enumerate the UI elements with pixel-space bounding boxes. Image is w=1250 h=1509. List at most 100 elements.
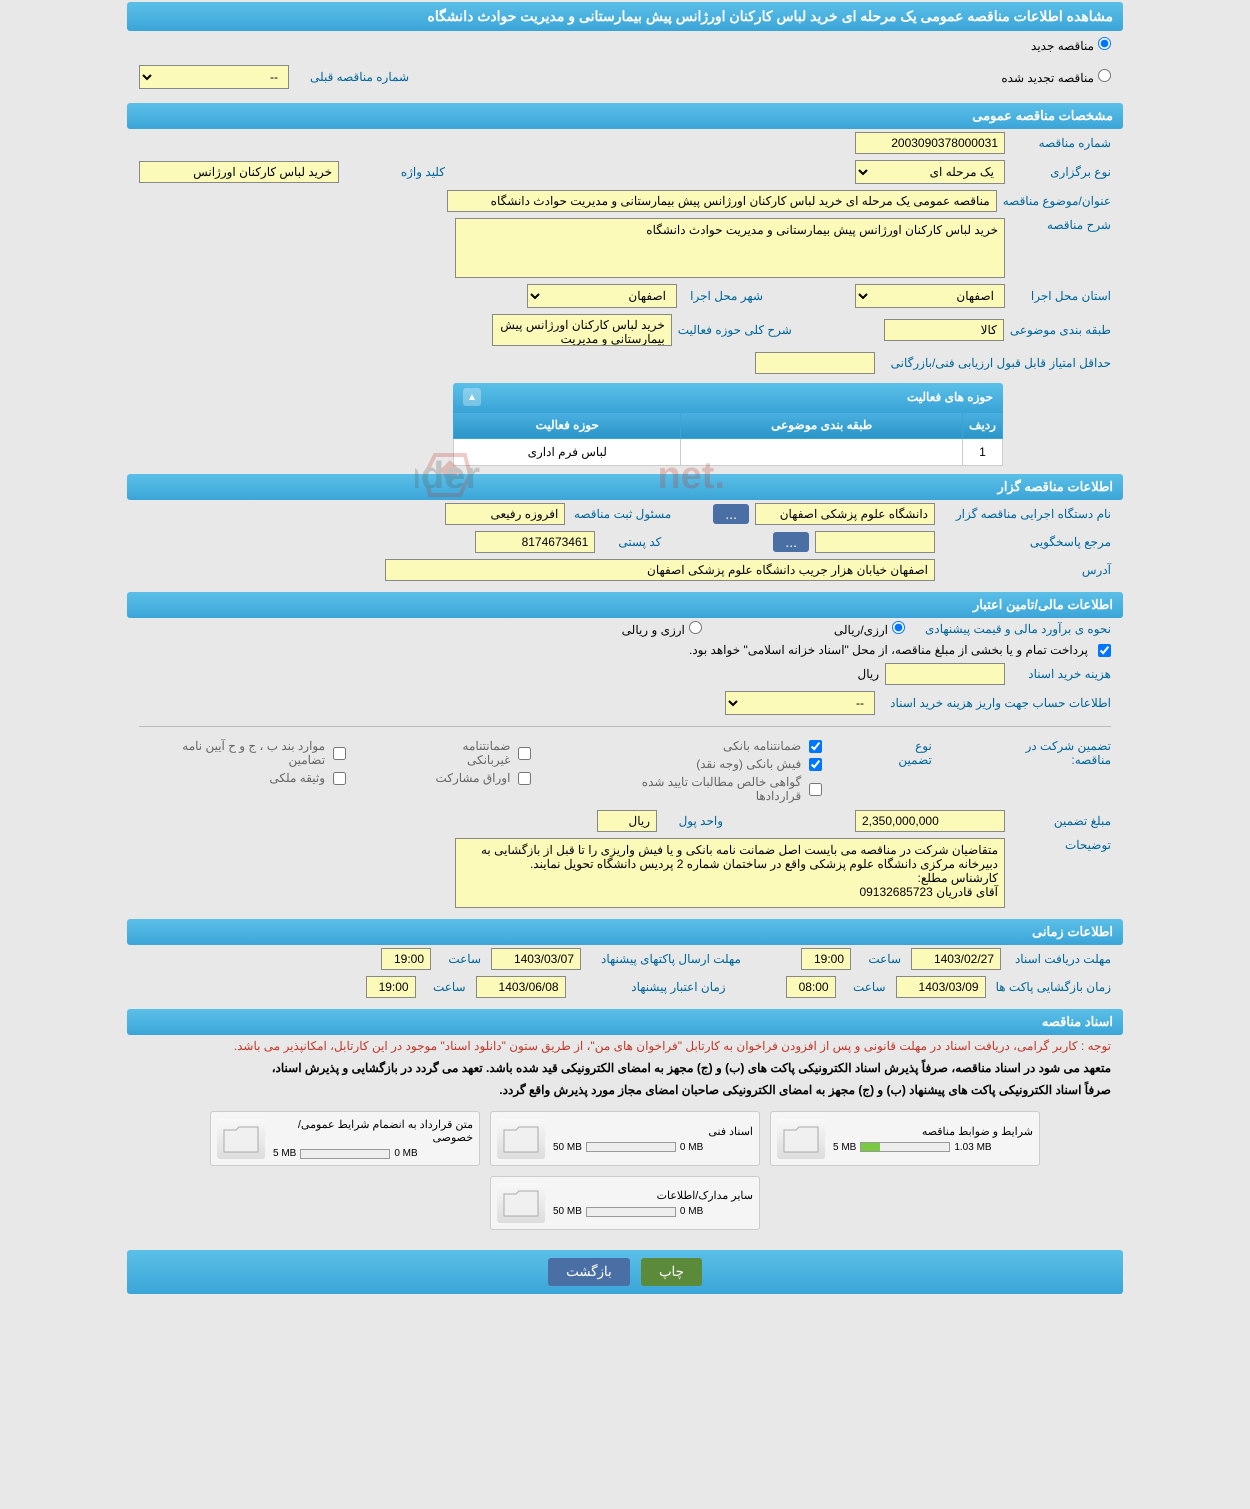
address-label: آدرس — [941, 563, 1111, 577]
guarantee-section: تضمین شرکت در مناقصه: نوع تضمین ضمانتنام… — [127, 735, 1123, 807]
currency-unit-input[interactable] — [597, 810, 657, 832]
doc-card-1[interactable]: شرایط و ضوابط مناقصه 5 MB 1.03 MB — [770, 1111, 1040, 1166]
guarantee-amount-input[interactable] — [855, 810, 1005, 832]
row-notes: توضیحات — [127, 835, 1123, 911]
opening-time[interactable] — [786, 976, 836, 998]
lookup-button-2[interactable]: ... — [773, 532, 809, 552]
account-select[interactable]: -- — [725, 691, 875, 715]
address-input[interactable] — [385, 559, 935, 581]
col-category: طبقه بندی موضوعی — [681, 412, 963, 439]
validity-label: زمان اعتبار پیشنهاد — [576, 980, 726, 994]
chk-bonds[interactable] — [518, 772, 531, 785]
type-select[interactable]: یک مرحله ای — [855, 160, 1005, 184]
category-input[interactable] — [884, 319, 1004, 341]
chk-property[interactable] — [333, 772, 346, 785]
province-select[interactable]: اصفهان — [855, 284, 1005, 308]
opt-currency-label[interactable]: ارزی و ریالی — [622, 621, 702, 637]
row-treasury-note: پرداخت تمام و یا بخشی از مبلغ مناقصه، از… — [127, 640, 1123, 660]
guarantee-col2: ضمانتنامه غیربانکی اوراق مشارکت — [424, 739, 531, 803]
activity-desc-input[interactable] — [492, 314, 672, 346]
row-opening: زمان بازگشایی پاکت ها ساعت زمان اعتبار پ… — [127, 973, 1123, 1001]
chk-nonbank[interactable] — [518, 747, 531, 760]
validity-time[interactable] — [366, 976, 416, 998]
keyword-input[interactable] — [139, 161, 339, 183]
row-account: اطلاعات حساب جهت واریز هزینه خرید اسناد … — [127, 688, 1123, 718]
purchase-cost-input[interactable] — [885, 663, 1005, 685]
row-response-ref: مرجع پاسخگویی ... کد پستی — [127, 528, 1123, 556]
folder-icon — [497, 1119, 545, 1159]
opt-rial-text: ارزی/ریالی — [834, 623, 888, 637]
deadline-label: مهلت دریافت اسناد — [1011, 952, 1111, 966]
postal-label: کد پستی — [601, 535, 661, 549]
back-button[interactable]: بازگشت — [548, 1258, 630, 1286]
doc-max-4: 50 MB — [553, 1206, 582, 1217]
prev-tender-select[interactable]: -- — [139, 65, 289, 89]
deadline-time-label: ساعت — [861, 952, 901, 966]
deadline-time[interactable] — [801, 948, 851, 970]
city-label: شهر محل اجرا — [683, 289, 763, 303]
keyword-label: کلید واژه — [345, 165, 445, 179]
treasury-note: پرداخت تمام و یا بخشی از مبلغ مناقصه، از… — [689, 643, 1088, 657]
postal-input[interactable] — [475, 531, 595, 553]
deadline-date[interactable] — [911, 948, 1001, 970]
progress-bar-4 — [586, 1207, 676, 1217]
treasury-checkbox[interactable] — [1098, 644, 1111, 657]
opening-date[interactable] — [896, 976, 986, 998]
collapse-icon[interactable]: ▲ — [463, 388, 481, 406]
chk-bank-receipt[interactable] — [809, 758, 822, 771]
doc-card-2[interactable]: اسناد فنی 50 MB 0 MB — [490, 1111, 760, 1166]
doc-card-4[interactable]: سایر مدارک/اطلاعات 50 MB 0 MB — [490, 1176, 760, 1230]
renewed-tender-radio[interactable] — [1098, 69, 1111, 82]
responsible-input[interactable] — [445, 503, 565, 525]
validity-date[interactable] — [476, 976, 566, 998]
opt-rial-label[interactable]: ارزی/ریالی — [834, 621, 905, 637]
desc-textarea[interactable] — [455, 218, 1005, 278]
chk-bank-guarantee[interactable] — [809, 740, 822, 753]
city-select[interactable]: اصفهان — [527, 284, 677, 308]
folder-icon — [217, 1119, 265, 1159]
doc-used-3: 0 MB — [394, 1148, 417, 1159]
chk-bylaw[interactable] — [333, 747, 346, 760]
rial-label: ریال — [857, 667, 879, 681]
prev-tender-label: شماره مناقصه قبلی — [309, 70, 409, 84]
opt-rial-radio[interactable] — [892, 621, 905, 634]
opt-currency-text: ارزی و ریالی — [622, 623, 685, 637]
org-name-input[interactable] — [755, 503, 935, 525]
col-row: ردیف — [963, 412, 1003, 439]
submit-date[interactable] — [491, 948, 581, 970]
submit-time[interactable] — [381, 948, 431, 970]
chk-cert[interactable] — [809, 783, 822, 796]
category-label: طبقه بندی موضوعی — [1010, 323, 1111, 337]
opt-currency-radio[interactable] — [689, 621, 702, 634]
new-tender-radio-label[interactable]: مناقصه جدید — [1031, 39, 1111, 53]
chk-bank-text: ضمانتنامه بانکی — [723, 739, 801, 753]
province-label: استان محل اجرا — [1011, 289, 1111, 303]
doc-card-3[interactable]: متن قرارداد به انضمام شرایط عمومی/خصوصی … — [210, 1111, 480, 1166]
progress-fill-1 — [861, 1143, 879, 1151]
min-score-label: حداقل امتیاز قابل قبول ارزیابی فنی/بازرگ… — [881, 356, 1111, 370]
doc-title-2: اسناد فنی — [553, 1125, 753, 1138]
table-row: 1 لباس فرم اداری — [454, 439, 1003, 466]
validity-time-label: ساعت — [426, 980, 466, 994]
opening-label: زمان بازگشایی پاکت ها — [996, 980, 1111, 994]
min-score-input[interactable] — [755, 352, 875, 374]
guarantee-type-label: نوع تضمین — [898, 739, 931, 767]
row-tender-no: شماره مناقصه — [127, 129, 1123, 157]
subject-input[interactable] — [447, 190, 997, 212]
renewed-tender-text: مناقصه تجدید شده — [1001, 71, 1094, 85]
response-ref-input[interactable] — [815, 531, 935, 553]
chk-nonbank-text: ضمانتنامه غیربانکی — [424, 739, 510, 767]
bold-notice-2: صرفاً اسناد الکترونیکی پاکت های پیشنهاد … — [127, 1079, 1123, 1101]
doc-title-3: متن قرارداد به انضمام شرایط عمومی/خصوصی — [273, 1118, 473, 1144]
doc-used-2: 0 MB — [680, 1142, 703, 1153]
new-tender-radio[interactable] — [1098, 37, 1111, 50]
org-name-label: نام دستگاه اجرایی مناقصه گزار — [941, 507, 1111, 521]
chk-receipt-text: فیش بانکی (وجه نقد) — [696, 757, 801, 771]
print-button[interactable]: چاپ — [641, 1258, 702, 1286]
opening-time-label: ساعت — [846, 980, 886, 994]
tender-no-input[interactable] — [855, 132, 1005, 154]
lookup-button[interactable]: ... — [713, 504, 749, 524]
cell-cat — [681, 439, 963, 466]
renewed-tender-radio-label[interactable]: مناقصه تجدید شده — [1001, 69, 1111, 85]
notes-textarea[interactable] — [455, 838, 1005, 908]
